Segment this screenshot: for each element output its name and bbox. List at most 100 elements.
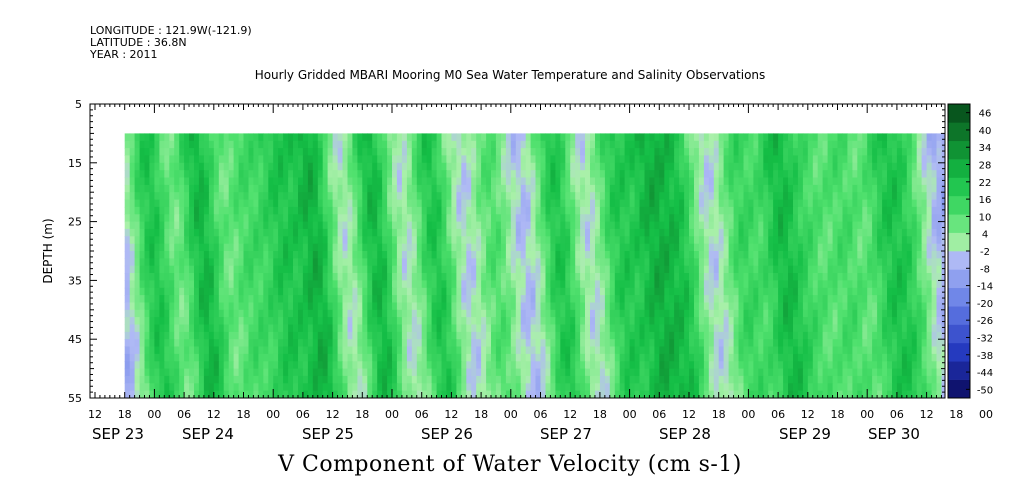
heatmap-cell	[857, 221, 863, 230]
heatmap-cell	[401, 317, 408, 326]
heatmap-cell	[590, 177, 596, 186]
heatmap-cell	[802, 155, 809, 164]
heatmap-cell	[723, 170, 730, 179]
heatmap-cell	[426, 339, 433, 348]
heatmap-cell	[347, 317, 353, 326]
heatmap-cell	[372, 324, 378, 333]
heatmap-cell	[837, 148, 843, 156]
heatmap-cell	[525, 339, 532, 348]
heatmap-cell	[797, 206, 804, 215]
heatmap-cell	[332, 133, 339, 142]
heatmap-cell	[471, 155, 477, 164]
heatmap-cell	[129, 148, 136, 156]
heatmap-cell	[248, 170, 254, 179]
heatmap-cell	[347, 339, 353, 348]
heatmap-cell	[268, 243, 274, 252]
heatmap-cell	[327, 280, 334, 289]
heatmap-cell	[585, 346, 591, 355]
heatmap-cell	[654, 170, 660, 179]
heatmap-cell	[312, 206, 319, 215]
heatmap-cell	[169, 331, 175, 340]
heatmap-cell	[654, 265, 660, 274]
heatmap-cell	[550, 273, 556, 281]
heatmap-cell	[748, 287, 754, 296]
heatmap-cell	[486, 243, 492, 252]
heatmap-cell	[679, 346, 685, 355]
heatmap-cell	[198, 287, 205, 296]
heatmap-cell	[129, 155, 136, 164]
heatmap-cell	[510, 228, 517, 237]
heatmap-cell	[446, 309, 452, 318]
heatmap-cell	[184, 265, 190, 274]
heatmap-cell	[793, 309, 799, 318]
heatmap-cell	[327, 251, 334, 259]
heatmap-cell	[837, 317, 843, 326]
heatmap-cell	[352, 331, 358, 340]
heatmap-cell	[342, 287, 348, 296]
heatmap-cell	[491, 206, 497, 215]
heatmap-cell	[575, 258, 581, 267]
heatmap-cell	[921, 170, 928, 179]
heatmap-cell	[867, 192, 873, 201]
heatmap-cell	[708, 192, 715, 201]
heatmap-cell	[377, 302, 383, 311]
heatmap-cell	[763, 214, 769, 223]
heatmap-cell	[144, 177, 150, 186]
heatmap-cell	[763, 346, 769, 355]
heatmap-cell	[896, 170, 903, 179]
heatmap-cell	[377, 162, 383, 171]
heatmap-cell	[599, 184, 606, 193]
heatmap-cell	[689, 192, 695, 201]
heatmap-cell	[911, 309, 918, 318]
heatmap-cell	[639, 133, 645, 142]
heatmap-cell	[916, 265, 923, 274]
heatmap-cell	[520, 243, 527, 252]
heatmap-cell	[698, 331, 705, 340]
heatmap-cell	[733, 295, 740, 304]
heatmap-cell	[728, 324, 735, 333]
heatmap-cell	[149, 339, 155, 348]
heatmap-cell	[862, 170, 868, 179]
heatmap-cell	[401, 309, 408, 318]
heatmap-cell	[169, 221, 175, 230]
heatmap-cell	[585, 155, 591, 164]
heatmap-cell	[753, 199, 759, 208]
heatmap-cell	[931, 155, 938, 164]
heatmap-cell	[936, 295, 942, 304]
heatmap-cell	[619, 243, 626, 252]
heatmap-cell	[302, 221, 309, 230]
heatmap-cell	[634, 302, 641, 311]
heatmap-cell	[768, 133, 774, 142]
heatmap-cell	[372, 309, 378, 318]
heatmap-cell	[743, 346, 749, 355]
heatmap-cell	[476, 258, 482, 267]
heatmap-cell	[154, 258, 160, 267]
heatmap-cell	[921, 162, 928, 171]
heatmap-cell	[411, 265, 418, 274]
heatmap-cell	[639, 228, 645, 237]
heatmap-cell	[931, 317, 938, 326]
heatmap-cell	[713, 251, 720, 259]
heatmap-cell	[698, 295, 705, 304]
heatmap-cell	[436, 295, 443, 304]
heatmap-cell	[738, 317, 744, 326]
heatmap-cell	[847, 140, 853, 149]
heatmap-cell	[367, 280, 373, 289]
heatmap-cell	[570, 221, 576, 230]
heatmap-cell	[520, 221, 527, 230]
heatmap-cell	[317, 331, 324, 340]
heatmap-cell	[392, 295, 398, 304]
heatmap-cell	[471, 148, 477, 156]
heatmap-cell	[372, 273, 378, 281]
heatmap-cell	[446, 140, 452, 149]
heatmap-cell	[515, 228, 522, 237]
heatmap-cell	[362, 302, 368, 311]
heatmap-cell	[812, 192, 819, 201]
heatmap-cell	[847, 221, 853, 230]
heatmap-cell	[941, 324, 945, 333]
heatmap-cell	[723, 295, 730, 304]
heatmap-cell	[228, 273, 235, 281]
heatmap-cell	[802, 324, 809, 333]
heatmap-cell	[867, 177, 873, 186]
heatmap-cell	[382, 162, 388, 171]
